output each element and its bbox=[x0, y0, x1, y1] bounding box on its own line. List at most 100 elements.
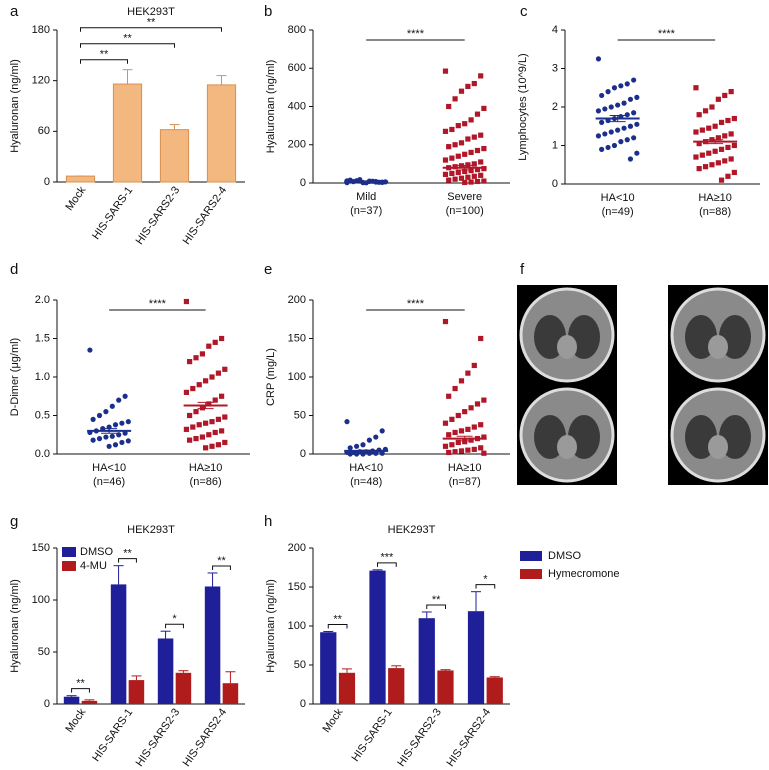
data-point bbox=[631, 110, 637, 116]
data-point bbox=[462, 151, 468, 157]
significance-bracket bbox=[118, 558, 137, 563]
data-point bbox=[360, 442, 366, 448]
data-point bbox=[183, 426, 190, 432]
data-point bbox=[452, 176, 458, 182]
data-point bbox=[203, 445, 209, 451]
significance-bracket bbox=[377, 562, 397, 567]
data-point bbox=[465, 370, 471, 376]
x-tick-label: HA≥10 bbox=[448, 462, 482, 474]
data-point bbox=[373, 434, 379, 440]
data-point bbox=[624, 81, 630, 87]
data-point bbox=[458, 175, 465, 181]
data-point bbox=[219, 428, 225, 434]
data-point bbox=[728, 131, 734, 137]
data-point bbox=[90, 437, 96, 443]
data-point bbox=[478, 159, 484, 165]
data-point bbox=[446, 449, 452, 456]
data-point bbox=[481, 145, 487, 152]
data-point bbox=[693, 154, 699, 160]
data-point bbox=[722, 158, 728, 164]
data-point bbox=[96, 436, 103, 442]
data-point bbox=[709, 162, 715, 168]
data-point bbox=[608, 104, 614, 110]
legend-label: 4-MU bbox=[80, 560, 107, 572]
significance-label: *** bbox=[380, 552, 394, 564]
data-point bbox=[116, 397, 122, 403]
data-point bbox=[465, 136, 471, 142]
legend-swatch bbox=[62, 547, 76, 557]
data-point bbox=[699, 152, 705, 158]
legend-label: DMSO bbox=[548, 550, 581, 562]
data-point bbox=[599, 92, 605, 99]
data-point bbox=[728, 89, 734, 95]
data-point bbox=[702, 108, 709, 114]
data-point bbox=[446, 103, 452, 110]
data-point bbox=[478, 73, 484, 79]
data-point bbox=[187, 359, 193, 365]
data-point bbox=[458, 88, 465, 94]
data-point bbox=[481, 450, 487, 456]
data-point bbox=[458, 140, 465, 146]
data-point bbox=[215, 416, 222, 422]
data-point bbox=[455, 439, 461, 446]
significance-label: ** bbox=[123, 33, 132, 45]
data-point bbox=[702, 164, 709, 170]
data-point bbox=[212, 339, 218, 345]
data-point bbox=[618, 83, 624, 89]
y-tick-label: 150 bbox=[288, 332, 306, 344]
significance-bracket bbox=[165, 623, 184, 629]
data-point bbox=[442, 128, 449, 134]
x-tick-label: HA<10 bbox=[601, 192, 635, 204]
data-point bbox=[215, 442, 222, 448]
significance-bracket bbox=[71, 688, 90, 693]
y-tick-label: 3 bbox=[552, 62, 558, 74]
data-point bbox=[206, 432, 212, 438]
y-tick-label: 100 bbox=[288, 371, 306, 383]
data-point bbox=[462, 121, 468, 127]
legend-swatch bbox=[62, 561, 76, 571]
bar bbox=[338, 672, 356, 704]
data-point bbox=[455, 169, 461, 176]
y-tick-label: 180 bbox=[32, 24, 50, 36]
data-point bbox=[103, 434, 109, 440]
data-point bbox=[725, 144, 731, 151]
data-point bbox=[452, 142, 458, 148]
significance-label: **** bbox=[407, 298, 425, 310]
data-point bbox=[634, 94, 640, 100]
data-point bbox=[215, 370, 222, 376]
data-point bbox=[116, 432, 122, 438]
data-point bbox=[206, 343, 212, 349]
data-point bbox=[468, 167, 474, 174]
x-tick-label: Mock bbox=[63, 706, 88, 735]
data-point bbox=[190, 424, 196, 430]
x-tick-label: HA≥10 bbox=[189, 462, 223, 474]
data-point bbox=[468, 149, 474, 155]
significance-bracket bbox=[475, 584, 496, 589]
y-axis-label: Hyaluronan (ng/ml) bbox=[9, 579, 21, 673]
x-tick-note: (n=37) bbox=[350, 205, 382, 217]
data-point bbox=[465, 174, 471, 180]
ct-heart bbox=[557, 435, 577, 459]
data-point bbox=[718, 177, 725, 183]
data-point bbox=[96, 412, 103, 419]
data-point bbox=[212, 429, 218, 436]
y-tick-label: 0.5 bbox=[35, 409, 50, 421]
data-point bbox=[452, 449, 458, 455]
data-point bbox=[712, 148, 718, 154]
y-tick-label: 600 bbox=[288, 62, 306, 74]
data-point bbox=[715, 160, 721, 166]
data-point bbox=[634, 150, 640, 156]
data-point bbox=[206, 401, 212, 407]
data-point bbox=[478, 132, 484, 138]
data-point bbox=[446, 144, 452, 150]
data-point bbox=[379, 450, 385, 456]
data-point bbox=[462, 439, 468, 445]
x-tick-note: (n=100) bbox=[446, 205, 484, 217]
y-axis-label: Lymphocytes (10^9/L) bbox=[517, 53, 529, 160]
data-point bbox=[595, 56, 602, 62]
bar bbox=[65, 175, 96, 183]
data-point bbox=[712, 123, 718, 129]
data-point bbox=[468, 179, 474, 185]
data-point bbox=[471, 173, 477, 179]
data-point bbox=[602, 106, 608, 112]
